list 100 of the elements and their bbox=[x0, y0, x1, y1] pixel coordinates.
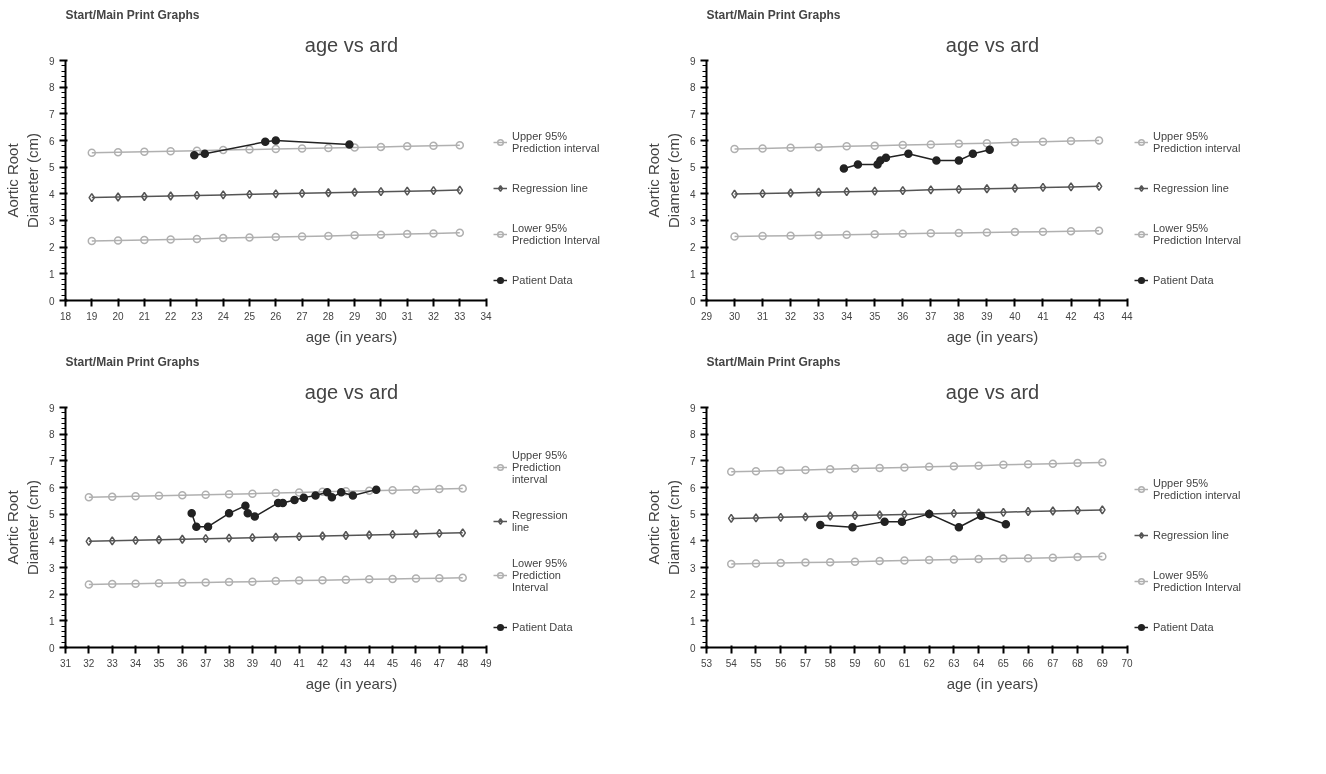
y-tick-label: 5 bbox=[48, 162, 55, 174]
y-axis-title: Aortic Root Diameter (cm) bbox=[644, 479, 682, 575]
y-tick-label: 1 bbox=[48, 615, 55, 627]
y-tick-label: 4 bbox=[48, 188, 55, 200]
y-tick-label: 4 bbox=[48, 535, 55, 547]
chart-title: age vs ard bbox=[304, 380, 399, 403]
x-tick-label: 31 bbox=[757, 310, 769, 322]
x-tick-label: 21 bbox=[138, 310, 151, 322]
text: Start/Main Print Graphs bbox=[706, 354, 841, 369]
x-tick-label: 40 bbox=[270, 657, 282, 669]
x-tick-label: 42 bbox=[316, 657, 329, 669]
x-tick-label: 34 bbox=[130, 657, 142, 669]
x-axis-title: age (in years) bbox=[946, 327, 1039, 345]
x-tick-label: 25 bbox=[243, 310, 256, 322]
text: Start/Main Print Graphs bbox=[65, 354, 200, 369]
y-tick-label: 2 bbox=[48, 589, 55, 601]
x-tick-label: 38 bbox=[223, 657, 236, 669]
legend-label: Regression line bbox=[512, 182, 588, 194]
x-axis-title: age (in years) bbox=[305, 674, 398, 692]
y-axis-title: Aortic Root Diameter (cm) bbox=[3, 132, 41, 228]
x-tick-label: 56 bbox=[775, 657, 787, 669]
x-tick-label: 61 bbox=[898, 657, 911, 669]
x-tick-label: 34 bbox=[480, 310, 493, 322]
x-tick-label: 31 bbox=[59, 657, 72, 669]
y-tick-label: 1 bbox=[689, 615, 696, 627]
legend-label: Upper 95% Prediction interval bbox=[512, 449, 568, 485]
x-tick-label: 38 bbox=[953, 310, 965, 322]
y-tick-label: 3 bbox=[689, 562, 696, 574]
y-tick-label: 9 bbox=[689, 402, 696, 414]
x-tick-label: 41 bbox=[293, 657, 306, 669]
x-tick-label: 65 bbox=[997, 657, 1010, 669]
legend-label: Patient Data bbox=[1153, 274, 1214, 286]
chart-title: age vs ard bbox=[945, 380, 1040, 403]
legend-label: Lower 95% Prediction Interval bbox=[1153, 222, 1242, 246]
x-tick-label: 55 bbox=[750, 657, 762, 669]
legend-label: Patient Data bbox=[512, 621, 573, 633]
x-tick-label: 33 bbox=[813, 310, 825, 322]
text: Start/Main Print Graphs bbox=[706, 7, 841, 22]
y-tick-label: 6 bbox=[689, 135, 696, 147]
x-tick-label: 28 bbox=[322, 310, 335, 322]
y-axis-title: Aortic Root Diameter (cm) bbox=[3, 479, 41, 575]
x-tick-label: 58 bbox=[824, 657, 837, 669]
x-tick-label: 70 bbox=[1121, 657, 1134, 669]
legend-label: Upper 95% Prediction interval bbox=[1153, 477, 1241, 501]
y-tick-label: 7 bbox=[48, 455, 55, 467]
legend-label: Lower 95% Prediction Interval bbox=[512, 222, 601, 246]
x-tick-label: 60 bbox=[874, 657, 886, 669]
legend-label: Regression line bbox=[1153, 182, 1229, 194]
y-tick-label: 7 bbox=[689, 108, 696, 120]
y-tick-label: 0 bbox=[48, 642, 55, 654]
x-tick-label: 26 bbox=[270, 310, 282, 322]
x-axis-title: age (in years) bbox=[305, 327, 398, 345]
y-tick-label: 2 bbox=[689, 242, 696, 254]
x-tick-label: 36 bbox=[176, 657, 189, 669]
x-tick-label: 59 bbox=[849, 657, 861, 669]
x-tick-label: 45 bbox=[387, 657, 399, 669]
y-tick-label: 0 bbox=[48, 295, 55, 307]
y-tick-label: 8 bbox=[48, 82, 55, 94]
y-tick-label: 0 bbox=[689, 295, 696, 307]
y-tick-label: 6 bbox=[689, 482, 696, 494]
x-tick-label: 29 bbox=[349, 310, 361, 322]
x-tick-label: 32 bbox=[427, 310, 440, 322]
y-tick-label: 2 bbox=[48, 242, 55, 254]
x-tick-label: 43 bbox=[340, 657, 352, 669]
x-axis-title: age (in years) bbox=[946, 674, 1039, 692]
y-tick-label: 3 bbox=[48, 562, 55, 574]
x-tick-label: 31 bbox=[401, 310, 414, 322]
y-tick-label: 5 bbox=[689, 509, 696, 521]
legend-label: Patient Data bbox=[1153, 621, 1214, 633]
y-tick-label: 1 bbox=[48, 268, 55, 280]
y-tick-label: 7 bbox=[689, 455, 696, 467]
x-tick-label: 32 bbox=[83, 657, 95, 669]
y-tick-label: 8 bbox=[689, 82, 696, 94]
x-tick-label: 44 bbox=[363, 657, 376, 669]
y-tick-label: 5 bbox=[689, 162, 696, 174]
x-tick-label: 48 bbox=[457, 657, 469, 669]
x-tick-label: 67 bbox=[1047, 657, 1059, 669]
y-tick-label: 5 bbox=[48, 509, 55, 521]
y-tick-label: 9 bbox=[48, 55, 55, 67]
x-tick-label: 39 bbox=[246, 657, 259, 669]
legend-label: Upper 95% Prediction interval bbox=[1153, 130, 1241, 154]
x-tick-label: 43 bbox=[1093, 310, 1106, 322]
legend-label: Upper 95% Prediction interval bbox=[512, 130, 600, 154]
y-axis-title: Aortic Root Diameter (cm) bbox=[644, 132, 682, 228]
x-tick-label: 62 bbox=[923, 657, 936, 669]
x-tick-label: 35 bbox=[153, 657, 165, 669]
legend-label: Lower 95% Prediction Interval bbox=[512, 557, 568, 593]
x-tick-label: 66 bbox=[1022, 657, 1035, 669]
legend-label: Regression line bbox=[1153, 529, 1229, 541]
x-tick-label: 63 bbox=[948, 657, 960, 669]
x-tick-label: 30 bbox=[728, 310, 741, 322]
x-tick-label: 47 bbox=[433, 657, 446, 669]
y-tick-label: 2 bbox=[689, 589, 696, 601]
y-tick-label: 6 bbox=[48, 482, 55, 494]
y-tick-label: 4 bbox=[689, 188, 696, 200]
x-tick-label: 24 bbox=[217, 310, 230, 322]
x-tick-label: 27 bbox=[296, 310, 309, 322]
x-tick-label: 54 bbox=[725, 657, 738, 669]
x-tick-label: 44 bbox=[1121, 310, 1134, 322]
x-tick-label: 19 bbox=[86, 310, 98, 322]
